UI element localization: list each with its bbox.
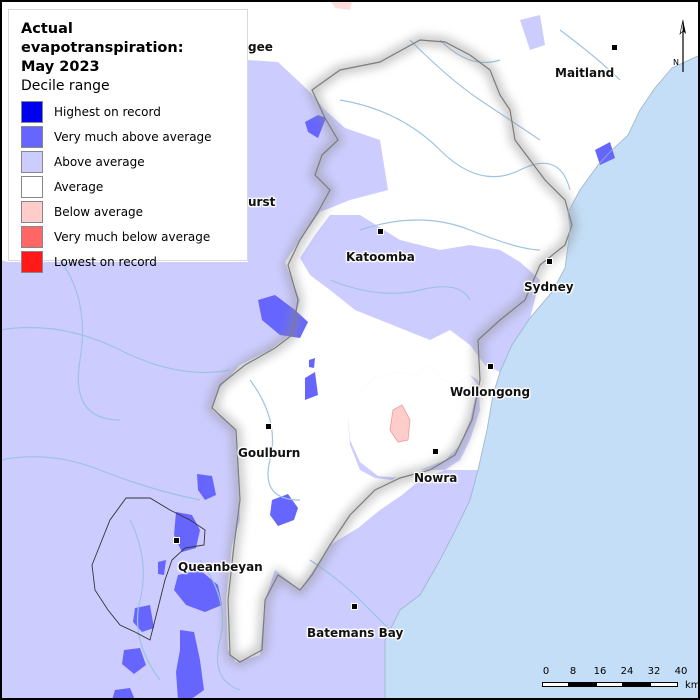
scale-tick: 0 bbox=[542, 666, 550, 677]
rivers bbox=[0, 29, 621, 691]
legend-label: Average bbox=[54, 179, 104, 194]
place-label-wollongong: Wollongong bbox=[450, 385, 531, 399]
town-marker-batemans-bay bbox=[351, 603, 358, 610]
average-zone bbox=[348, 365, 478, 478]
legend-label: Above average bbox=[54, 154, 145, 169]
legend: Actual evapotranspiration: May 2023 Deci… bbox=[8, 9, 248, 273]
legend-item: Average bbox=[21, 174, 235, 199]
below-average-patch bbox=[389, 404, 411, 443]
place-label-maitland: Maitland bbox=[555, 66, 615, 80]
town-marker-queanbeyan bbox=[173, 537, 180, 544]
place-label-nowra: Nowra bbox=[414, 471, 458, 485]
above-average-patch-north bbox=[520, 15, 545, 50]
scale-segment bbox=[542, 682, 569, 687]
legend-item: Above average bbox=[21, 149, 235, 174]
coastline bbox=[384, 54, 700, 700]
act-border bbox=[91, 497, 206, 641]
place-label-mudgee: gee bbox=[248, 40, 273, 54]
north-arrow-icon bbox=[679, 19, 686, 72]
legend-swatch bbox=[21, 150, 43, 173]
scale-units: km bbox=[685, 680, 700, 691]
scale-tick: 8 bbox=[569, 666, 577, 677]
legend-item: Lowest on record bbox=[21, 249, 235, 274]
town-marker-katoomba bbox=[377, 228, 384, 235]
scale-segment bbox=[596, 682, 623, 687]
town-marker-maitland bbox=[611, 44, 618, 51]
place-label-sydney: Sydney bbox=[524, 280, 574, 294]
legend-label: Lowest on record bbox=[54, 254, 157, 269]
catchment-boundary bbox=[211, 39, 573, 663]
legend-items: Highest on record Very much above averag… bbox=[21, 99, 235, 274]
ocean bbox=[385, 0, 700, 700]
town-marker-goulburn bbox=[265, 423, 272, 430]
town-marker-wollongong bbox=[487, 363, 494, 370]
legend-subtitle: Decile range bbox=[21, 78, 110, 94]
legend-swatch bbox=[21, 225, 43, 248]
above-average-region bbox=[0, 60, 480, 700]
town-marker-sydney bbox=[546, 258, 553, 265]
very-much-above-average-patches bbox=[112, 115, 615, 700]
town-marker-nowra bbox=[432, 448, 439, 455]
scale-tick: 40 bbox=[674, 666, 688, 677]
legend-item: Very much above average bbox=[21, 124, 235, 149]
place-label-goulburn: Goulburn bbox=[238, 446, 301, 460]
legend-label: Highest on record bbox=[54, 104, 161, 119]
north-arrow: N bbox=[673, 18, 691, 74]
legend-label: Very much below average bbox=[54, 229, 211, 244]
legend-item: Highest on record bbox=[21, 99, 235, 124]
legend-item: Below average bbox=[21, 199, 235, 224]
legend-item: Very much below average bbox=[21, 224, 235, 249]
place-label-queanbeyan: Queanbeyan bbox=[178, 560, 263, 574]
legend-title-line2: May 2023 bbox=[21, 59, 100, 75]
legend-title-line1: Actual evapotranspiration: bbox=[21, 21, 184, 56]
legend-label: Below average bbox=[54, 204, 144, 219]
legend-swatch bbox=[21, 100, 43, 123]
scale-segment bbox=[569, 682, 596, 687]
legend-swatch bbox=[21, 175, 43, 198]
legend-label: Very much above average bbox=[54, 129, 212, 144]
scale-tick: 24 bbox=[620, 666, 634, 677]
scale-segment bbox=[650, 682, 678, 687]
scale-tick: 16 bbox=[593, 666, 607, 677]
scale-tick: 32 bbox=[647, 666, 661, 677]
scale-segment bbox=[623, 682, 650, 687]
legend-swatch bbox=[21, 250, 43, 273]
legend-swatch bbox=[21, 125, 43, 148]
legend-swatch bbox=[21, 200, 43, 223]
scale-bar: 0 8 16 24 32 40 km bbox=[540, 666, 700, 696]
north-label: N bbox=[673, 58, 679, 67]
below-average-patch-north bbox=[330, 0, 352, 10]
place-label-katoomba: Katoomba bbox=[346, 250, 415, 264]
place-label-bathurst: urst bbox=[248, 195, 276, 209]
place-label-batemans-bay: Batemans Bay bbox=[307, 626, 404, 640]
